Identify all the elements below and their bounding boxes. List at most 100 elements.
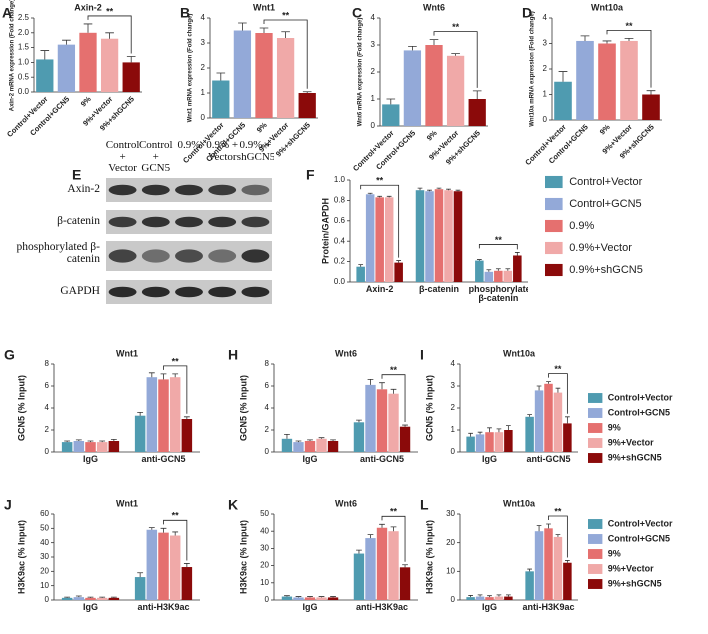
band — [208, 216, 237, 228]
bar — [96, 442, 108, 452]
error-bar — [148, 372, 155, 378]
error-bar — [477, 594, 483, 597]
bar — [73, 597, 85, 600]
bar — [388, 393, 399, 452]
y-tick-label: 4 — [201, 13, 206, 22]
y-tick-label: 40 — [260, 526, 269, 535]
error-bar — [110, 438, 117, 441]
significance-bracket — [548, 515, 568, 558]
y-tick-label: 0 — [451, 447, 456, 456]
y-tick-label: 60 — [40, 509, 49, 518]
error-bar — [367, 379, 374, 385]
bar — [298, 93, 316, 118]
legend-label: Control+GCN5 — [569, 198, 641, 210]
legend-swatch — [588, 408, 603, 418]
bar — [134, 577, 146, 600]
error-bar — [110, 596, 117, 598]
bar — [365, 384, 376, 452]
legend-swatch — [588, 453, 603, 463]
significance-bracket — [163, 519, 188, 561]
significance-label: ** — [390, 365, 398, 375]
error-bar — [105, 32, 114, 39]
band — [241, 216, 270, 228]
y-tick-label: 4 — [265, 403, 270, 412]
x-tick-label-box: IgG — [83, 603, 98, 612]
bar — [158, 532, 169, 600]
bar — [61, 597, 73, 600]
y-tick-label: 20 — [40, 566, 49, 575]
x-tick-label: Control+GCN5 — [547, 122, 590, 165]
x-tick-label-box: IgG — [303, 603, 318, 612]
x-tick-label: anti-GCN5 — [526, 455, 571, 464]
legend-label: Control+GCN5 — [608, 533, 670, 543]
bar — [316, 438, 327, 452]
y-tick-label: 1.0 — [334, 175, 346, 184]
bar — [415, 190, 425, 282]
y-tick-label: 30 — [446, 509, 455, 518]
bar — [513, 255, 522, 282]
y-tick-label: 40 — [40, 538, 49, 547]
legend-label: 0.9%+Vector — [569, 242, 632, 254]
error-bar — [396, 260, 402, 263]
y-tick-label: 2 — [201, 63, 206, 72]
legend-label: Control+Vector — [608, 518, 673, 528]
error-bar — [367, 192, 373, 195]
bar — [544, 383, 553, 452]
x-tick-label: Control+GCN5 — [374, 128, 417, 171]
x-tick-label: IgG — [83, 603, 98, 612]
error-bar — [302, 91, 312, 93]
row-label-box: β-catenin — [57, 215, 100, 227]
error-bar — [565, 560, 570, 563]
bar — [403, 50, 422, 126]
bar — [394, 262, 403, 282]
band — [108, 184, 137, 196]
legend-label: 9% — [608, 548, 621, 558]
y-tick-label: 4 — [371, 13, 376, 22]
bar — [484, 271, 494, 282]
y-tick-label: 3 — [371, 40, 376, 49]
band — [175, 286, 203, 298]
error-bar — [40, 50, 50, 60]
y-axis-label: H3K9ac (% Input) — [16, 520, 26, 594]
y-tick-label: 1 — [451, 425, 456, 434]
bar — [576, 40, 594, 121]
bar — [304, 441, 316, 452]
bar — [356, 266, 365, 282]
x-tick-label-box: β-catenin — [419, 285, 459, 294]
chart-title: Wnt1 — [116, 348, 138, 358]
legend-label: 9%+Vector — [608, 563, 654, 573]
error-bar — [295, 440, 302, 443]
bar — [544, 528, 553, 600]
significance-label: ** — [106, 6, 114, 16]
error-bar — [318, 596, 325, 598]
x-tick-label-box: IgG — [482, 603, 497, 612]
x-tick-label-box: IgG — [83, 455, 98, 464]
legend-swatch — [588, 438, 603, 448]
band — [175, 184, 203, 196]
panel-label: B — [180, 5, 190, 21]
x-tick-label-box: anti-H3K9ac — [137, 603, 189, 612]
x-tick-label-box: anti-H3K9ac — [522, 603, 574, 612]
x-tick-label-box: phosphorylated β-catenin — [469, 285, 528, 303]
y-axis-label: GCN5 (% Input) — [16, 375, 26, 441]
bar — [466, 436, 475, 452]
significance-label: ** — [554, 506, 562, 516]
bar — [375, 197, 384, 282]
error-bar — [402, 424, 408, 427]
legend-swatch — [545, 241, 563, 255]
error-bar — [646, 90, 656, 95]
x-tick-label-box: IgG — [303, 455, 318, 464]
lane-label: Control + GCN5 — [138, 140, 173, 175]
y-tick-label: 1 — [543, 90, 548, 99]
y-tick-label: 3 — [543, 39, 548, 48]
y-tick-label: 0 — [45, 595, 50, 604]
legend-swatch — [588, 393, 603, 403]
error-bar — [259, 27, 269, 33]
panel-label: A — [2, 5, 12, 21]
error-bar — [436, 187, 442, 190]
error-bar — [505, 268, 511, 271]
band — [241, 184, 270, 196]
band — [141, 184, 170, 196]
y-tick-label: 0.4 — [334, 236, 346, 245]
bar — [73, 441, 85, 452]
